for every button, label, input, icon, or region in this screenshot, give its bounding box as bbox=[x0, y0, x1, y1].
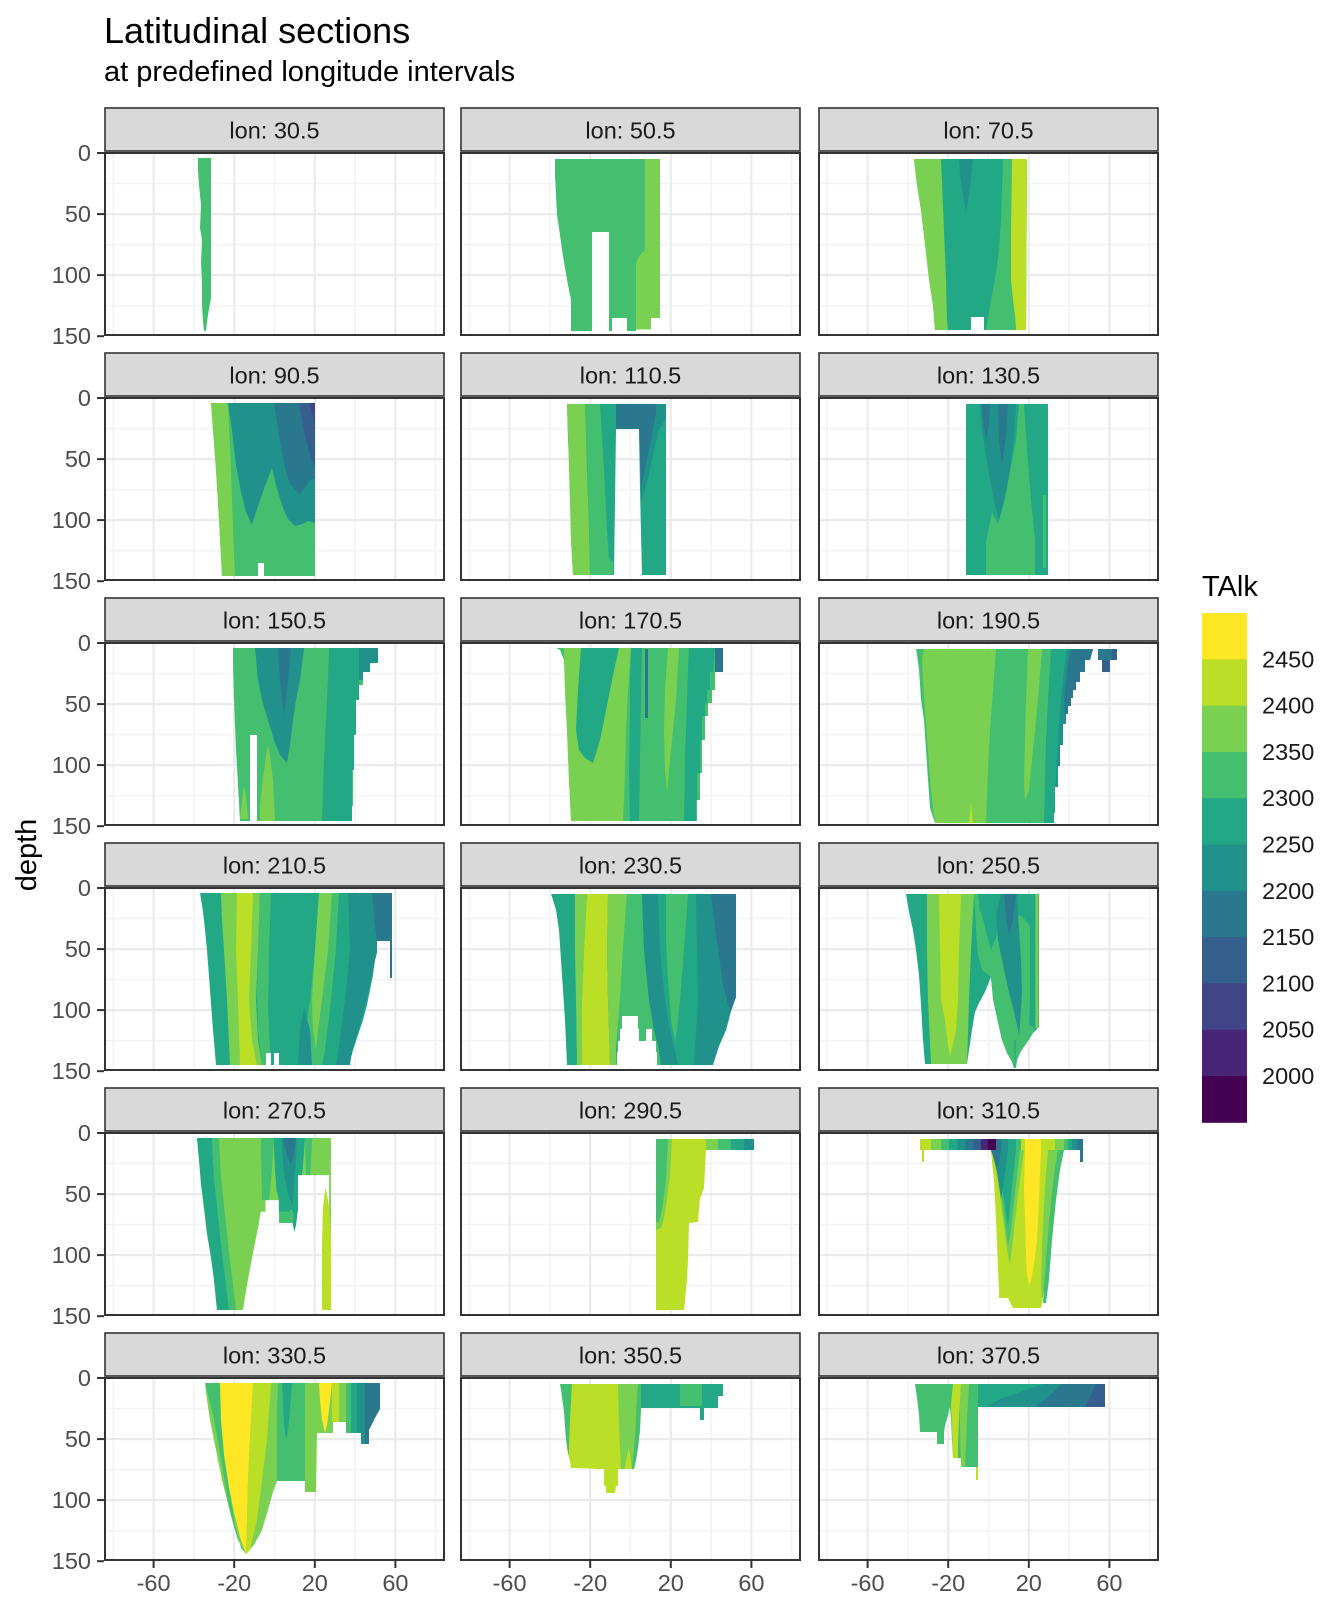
svg-text:lon: 30.5: lon: 30.5 bbox=[229, 118, 319, 144]
svg-text:60: 60 bbox=[1096, 1570, 1122, 1596]
svg-text:lon: 250.5: lon: 250.5 bbox=[937, 853, 1040, 879]
svg-text:60: 60 bbox=[738, 1570, 764, 1596]
svg-text:lon: 150.5: lon: 150.5 bbox=[223, 608, 326, 634]
svg-text:0: 0 bbox=[78, 1120, 91, 1146]
svg-text:0: 0 bbox=[78, 630, 91, 656]
svg-text:lon: 290.5: lon: 290.5 bbox=[579, 1098, 682, 1124]
svg-text:lon: 350.5: lon: 350.5 bbox=[579, 1343, 682, 1369]
svg-text:lon: 50.5: lon: 50.5 bbox=[585, 118, 675, 144]
svg-text:2050: 2050 bbox=[1262, 1017, 1314, 1043]
svg-text:0: 0 bbox=[78, 1365, 91, 1391]
svg-text:100: 100 bbox=[52, 507, 91, 533]
svg-text:2100: 2100 bbox=[1262, 970, 1314, 996]
svg-text:lon: 70.5: lon: 70.5 bbox=[943, 118, 1033, 144]
svg-text:Latitudinal sections: Latitudinal sections bbox=[104, 10, 410, 51]
svg-text:20: 20 bbox=[658, 1570, 684, 1596]
svg-text:lon: 310.5: lon: 310.5 bbox=[937, 1098, 1040, 1124]
svg-text:50: 50 bbox=[65, 691, 91, 717]
svg-text:60: 60 bbox=[382, 1570, 408, 1596]
svg-text:2400: 2400 bbox=[1262, 693, 1314, 719]
svg-text:0: 0 bbox=[78, 385, 91, 411]
svg-text:-20: -20 bbox=[217, 1570, 251, 1596]
svg-text:2200: 2200 bbox=[1262, 878, 1314, 904]
svg-text:50: 50 bbox=[65, 1426, 91, 1452]
svg-text:-60: -60 bbox=[851, 1570, 885, 1596]
svg-text:150: 150 bbox=[52, 1548, 91, 1574]
svg-text:2000: 2000 bbox=[1262, 1063, 1314, 1089]
svg-text:lon: 170.5: lon: 170.5 bbox=[579, 608, 682, 634]
svg-text:2350: 2350 bbox=[1262, 739, 1314, 765]
svg-text:-20: -20 bbox=[931, 1570, 965, 1596]
svg-text:2300: 2300 bbox=[1262, 785, 1314, 811]
svg-text:100: 100 bbox=[52, 752, 91, 778]
svg-text:50: 50 bbox=[65, 446, 91, 472]
svg-text:150: 150 bbox=[52, 1303, 91, 1329]
svg-text:lon: 130.5: lon: 130.5 bbox=[937, 363, 1040, 389]
svg-text:-60: -60 bbox=[493, 1570, 527, 1596]
svg-text:50: 50 bbox=[65, 201, 91, 227]
svg-text:0: 0 bbox=[78, 140, 91, 166]
svg-text:lon: 270.5: lon: 270.5 bbox=[223, 1098, 326, 1124]
svg-text:lon: 230.5: lon: 230.5 bbox=[579, 853, 682, 879]
svg-text:20: 20 bbox=[302, 1570, 328, 1596]
svg-text:100: 100 bbox=[52, 997, 91, 1023]
svg-text:depth: depth bbox=[11, 819, 43, 892]
svg-text:150: 150 bbox=[52, 323, 91, 349]
svg-text:100: 100 bbox=[52, 1242, 91, 1268]
svg-text:-60: -60 bbox=[137, 1570, 171, 1596]
svg-text:2450: 2450 bbox=[1262, 646, 1314, 672]
svg-text:150: 150 bbox=[52, 1058, 91, 1084]
svg-text:lon: 370.5: lon: 370.5 bbox=[937, 1343, 1040, 1369]
svg-text:20: 20 bbox=[1016, 1570, 1042, 1596]
svg-text:2150: 2150 bbox=[1262, 924, 1314, 950]
svg-text:TAlk: TAlk bbox=[1202, 571, 1258, 603]
svg-text:at predefined longitude interv: at predefined longitude intervals bbox=[104, 56, 515, 88]
svg-text:lon: 90.5: lon: 90.5 bbox=[229, 363, 319, 389]
svg-text:lon: 210.5: lon: 210.5 bbox=[223, 853, 326, 879]
svg-text:lon: 330.5: lon: 330.5 bbox=[223, 1343, 326, 1369]
svg-text:150: 150 bbox=[52, 813, 91, 839]
svg-text:100: 100 bbox=[52, 1487, 91, 1513]
svg-text:lon: 110.5: lon: 110.5 bbox=[580, 363, 681, 389]
svg-text:2250: 2250 bbox=[1262, 832, 1314, 858]
svg-text:-20: -20 bbox=[573, 1570, 607, 1596]
svg-text:50: 50 bbox=[65, 1181, 91, 1207]
svg-text:50: 50 bbox=[65, 936, 91, 962]
svg-text:0: 0 bbox=[78, 875, 91, 901]
svg-text:lon: 190.5: lon: 190.5 bbox=[937, 608, 1040, 634]
svg-text:150: 150 bbox=[52, 568, 91, 594]
svg-text:100: 100 bbox=[52, 262, 91, 288]
